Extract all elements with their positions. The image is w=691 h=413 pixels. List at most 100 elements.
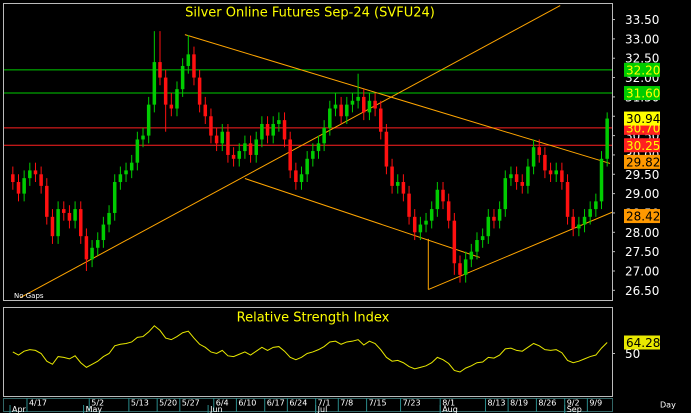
x-tick-label: 5/2 bbox=[91, 399, 104, 408]
candle-body bbox=[180, 65, 185, 90]
level-box bbox=[624, 62, 660, 77]
candle-body bbox=[203, 104, 208, 117]
candle-body bbox=[543, 154, 547, 171]
month-label: Sep bbox=[567, 405, 582, 413]
candle-body bbox=[277, 120, 281, 124]
month-label: Aug bbox=[442, 405, 458, 413]
x-tick-label: 9/9 bbox=[589, 399, 602, 408]
candle-body bbox=[480, 236, 485, 241]
candle-body bbox=[384, 131, 389, 167]
candle-body bbox=[214, 135, 219, 144]
candle-body bbox=[95, 240, 100, 248]
chart-title: Silver Online Futures Sep-24 (SVFU24) bbox=[185, 6, 435, 21]
x-tick-label: 8/19 bbox=[510, 399, 528, 408]
candle-body bbox=[492, 216, 496, 221]
candle-body bbox=[367, 100, 372, 113]
candle-body bbox=[135, 139, 140, 163]
candle-body bbox=[237, 151, 241, 159]
candle-body bbox=[390, 166, 394, 186]
candle-body bbox=[248, 143, 253, 155]
marker-box bbox=[624, 209, 660, 224]
candle-body bbox=[169, 104, 174, 109]
candle-body bbox=[560, 170, 564, 183]
y-tick-label: 33.00 bbox=[625, 32, 659, 46]
candle-body bbox=[379, 108, 383, 132]
candle-body bbox=[333, 104, 338, 109]
candle-body bbox=[441, 189, 445, 202]
candle-body bbox=[322, 127, 326, 144]
x-tick-label: 7/23 bbox=[403, 399, 421, 408]
candle-body bbox=[412, 216, 417, 233]
x-tick-label: 6/24 bbox=[289, 399, 307, 408]
candle-body bbox=[463, 259, 468, 275]
last-price-label: 30.94 bbox=[626, 112, 660, 126]
candle-body bbox=[118, 174, 123, 183]
candle-body bbox=[186, 54, 191, 66]
x-tick-label: 5/20 bbox=[159, 399, 177, 408]
candle-body bbox=[469, 251, 474, 260]
y-tick-label: 29.50 bbox=[625, 168, 659, 182]
candle-body bbox=[288, 139, 292, 171]
last-price-box bbox=[624, 111, 660, 126]
candle-body bbox=[112, 182, 117, 213]
candle-body bbox=[446, 201, 451, 221]
candle-body bbox=[305, 158, 309, 175]
candle-body bbox=[577, 224, 581, 229]
candle-body bbox=[311, 151, 315, 159]
candle-body bbox=[458, 263, 462, 275]
candle-body bbox=[175, 89, 179, 109]
candle-body bbox=[62, 209, 66, 213]
candle-body bbox=[67, 212, 72, 221]
candle-body bbox=[594, 201, 598, 210]
candle-body bbox=[163, 77, 168, 105]
candle-body bbox=[571, 216, 575, 229]
rsi-plot bbox=[12, 325, 608, 373]
candle-body bbox=[45, 185, 49, 217]
candle-body bbox=[407, 193, 411, 217]
level-box bbox=[624, 138, 660, 153]
candle-body bbox=[497, 209, 502, 221]
marker-label: 29.82 bbox=[626, 155, 660, 169]
x-tick-label: 9/2 bbox=[567, 399, 580, 408]
candle-body bbox=[11, 174, 15, 183]
candle-body bbox=[339, 104, 343, 117]
trend-line bbox=[244, 178, 480, 258]
candle-body bbox=[146, 104, 151, 136]
candle-body bbox=[158, 62, 162, 78]
candle-body bbox=[328, 108, 332, 128]
candle-body bbox=[356, 96, 360, 101]
y-tick-label: 26.50 bbox=[625, 284, 659, 298]
price-plot bbox=[4, 5, 612, 299]
candle-body bbox=[50, 216, 55, 237]
x-tick-label: 8/1 bbox=[442, 399, 455, 408]
x-tick-label: 7/15 bbox=[369, 399, 387, 408]
candle-body bbox=[424, 220, 428, 225]
candle-body bbox=[152, 62, 157, 105]
candle-body bbox=[141, 135, 145, 140]
rsi-last-label: 64.28 bbox=[626, 336, 660, 350]
y-tick-label: 27.50 bbox=[625, 245, 659, 259]
candle-body bbox=[197, 77, 202, 105]
y-tick-label: 27.00 bbox=[625, 264, 659, 278]
candle-body bbox=[84, 236, 89, 260]
rsi-title: Relative Strength Index bbox=[237, 311, 390, 326]
x-tick-label: 7/8 bbox=[340, 399, 353, 408]
x-tick-label: 6/4 bbox=[216, 399, 229, 408]
y-tick-label: 50 bbox=[625, 347, 640, 361]
candle-body bbox=[90, 247, 94, 260]
candle-body bbox=[316, 143, 321, 152]
candle-body bbox=[350, 100, 355, 105]
candle-body bbox=[514, 174, 519, 183]
candle-body bbox=[28, 170, 32, 179]
candle-body bbox=[226, 131, 230, 155]
candle-body bbox=[22, 178, 26, 194]
candle-body bbox=[435, 189, 440, 210]
candle-body bbox=[33, 170, 38, 175]
candle-body bbox=[260, 123, 264, 140]
candle-body bbox=[220, 131, 225, 144]
candle-body bbox=[254, 139, 258, 155]
candle-body bbox=[345, 104, 349, 117]
